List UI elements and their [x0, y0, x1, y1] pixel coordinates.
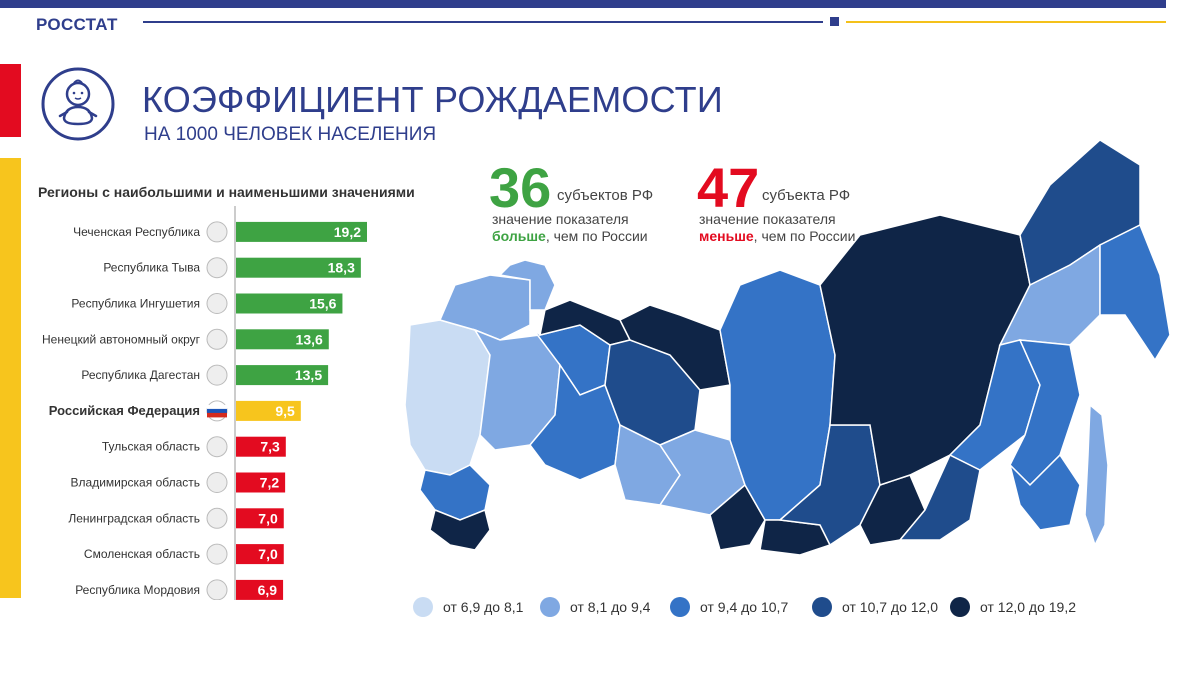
legend-swatch-3 [670, 597, 690, 617]
below-count: 47 [697, 156, 760, 219]
yellow-accent-bar [0, 158, 21, 598]
bar-category-label: Владимирская область [71, 476, 200, 490]
page-subtitle: НА 1000 ЧЕЛОВЕК НАСЕЛЕНИЯ [144, 124, 437, 145]
region-emblem-icon [206, 328, 228, 350]
below-unit: субъекта РФ [762, 187, 851, 204]
map-region-center [404, 319, 491, 476]
bar-category-label: Тульская область [102, 440, 200, 454]
bar [236, 436, 286, 457]
brand-logo-text: РОССТАТ [36, 15, 118, 34]
bar [236, 400, 301, 421]
legend-label-5: от 12,0 до 19,2 [980, 599, 1077, 615]
bar-category-label: Республика Ингушетия [71, 297, 200, 311]
bar-value-label: 13,5 [295, 367, 322, 383]
page-title: КОЭФФИЦИЕНТ РОЖДАЕМОСТИ [142, 79, 723, 120]
above-rest: , чем по России [545, 228, 648, 244]
map-region-altai [709, 483, 766, 551]
above-unit: субъектов РФ [557, 187, 654, 204]
region-emblem-icon [206, 579, 228, 600]
region-emblem-icon [206, 257, 228, 279]
below-rest: , чем по России [753, 228, 856, 244]
map-region-kola [498, 259, 556, 311]
bar-chart: Чеченская Республика 19,2 Республика Тыва 1… [42, 206, 367, 600]
bar-category-label: Республика Тыва [103, 261, 200, 275]
top-bar [0, 0, 1166, 8]
region-emblem-icon [206, 364, 228, 386]
legend-swatch-4 [812, 597, 832, 617]
legend-label-3: от 9,4 до 10,7 [700, 599, 789, 615]
below-emph: меньше [699, 228, 754, 244]
legend-label-1: от 6,9 до 8,1 [443, 599, 524, 615]
russia-flag-stripe [207, 404, 227, 410]
bar [236, 544, 284, 565]
below-desc-line1: значение показателя [699, 211, 836, 227]
map-region-kamchatka [1099, 223, 1171, 362]
bar-value-label: 7,0 [258, 510, 278, 526]
bar-category-label: Ненецкий автономный округ [42, 332, 201, 346]
legend-label-4: от 10,7 до 12,0 [842, 599, 939, 615]
region-emblem-icon [206, 293, 228, 314]
bar-value-label: 18,3 [328, 260, 355, 276]
russia-flag-stripe [207, 408, 227, 414]
bar [236, 472, 286, 493]
legend-item-2: от 8,1 до 9,4 [540, 596, 650, 618]
baby-icon [41, 67, 115, 141]
region-emblem-icon [206, 472, 228, 493]
bar-value-label: 7,0 [258, 546, 278, 562]
bar [236, 257, 361, 278]
legend-item-5: от 12,0 до 19,2 [950, 596, 1076, 618]
map-region-sakhalin [1084, 403, 1109, 547]
russia-map [404, 139, 1171, 556]
bar [236, 221, 367, 242]
header-divider-blue [143, 21, 823, 23]
above-emph: больше [492, 228, 546, 244]
region-emblem-icon [206, 436, 228, 458]
bar-category-label: Смоленская область [84, 547, 200, 561]
above-count: 36 [489, 156, 552, 219]
map-region-primorye [1008, 453, 1081, 531]
below-desc-line2: меньше, чем по России [699, 227, 855, 245]
bar-value-label: 13,6 [296, 331, 323, 347]
above-desc-line1: значение показателя [492, 211, 629, 227]
bar-category-label: Российская Федерация [49, 403, 200, 418]
bar-value-label: 19,2 [334, 224, 361, 240]
legend-item-1: от 6,9 до 8,1 [413, 596, 523, 618]
region-emblem-icon [206, 507, 228, 529]
bar-value-label: 7,2 [260, 475, 280, 491]
legend-item-4: от 10,7 до 12,0 [812, 596, 938, 618]
legend-swatch-2 [540, 597, 560, 617]
bar-category-label: Ленинградская область [68, 511, 200, 525]
bar-value-label: 15,6 [309, 296, 336, 312]
header-divider-yellow [846, 21, 1166, 23]
bar [236, 293, 343, 314]
bar-value-label: 7,3 [260, 439, 280, 455]
region-emblem-icon [206, 221, 228, 243]
bar [236, 329, 329, 350]
legend-swatch-5 [950, 597, 970, 617]
legend-item-3: от 9,4 до 10,7 [670, 596, 788, 618]
bar [236, 365, 329, 386]
bar-category-label: Чеченская Республика [73, 225, 200, 239]
legend-swatch-1 [413, 597, 433, 617]
bar-value-label: 6,9 [258, 582, 278, 598]
red-accent-bar [0, 64, 21, 137]
russia-flag-stripe [207, 412, 227, 418]
map-region-caucasus [429, 508, 491, 551]
bar-category-label: Республика Дагестан [81, 368, 200, 382]
legend-label-2: от 8,1 до 9,4 [570, 599, 651, 615]
region-emblem-icon [206, 543, 228, 565]
header-divider-square [830, 17, 839, 26]
bar-value-label: 9,5 [275, 403, 295, 419]
bar [236, 508, 284, 529]
above-desc-line2: больше, чем по России [492, 227, 648, 245]
bar [236, 579, 284, 600]
bar-category-label: Республика Мордовия [75, 583, 200, 597]
bar-chart-title: Регионы с наибольшими и наименьшими знач… [38, 184, 415, 200]
